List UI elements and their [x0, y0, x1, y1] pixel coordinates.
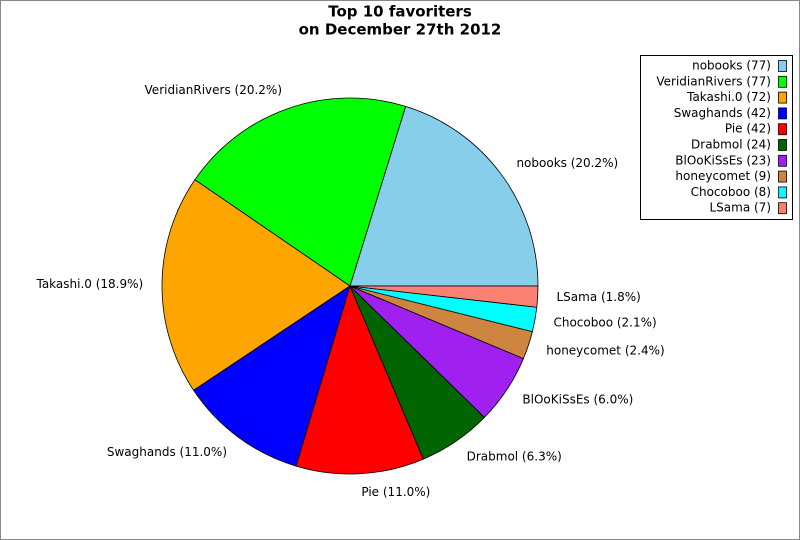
- legend-label: VeridianRivers (77): [656, 74, 771, 88]
- pie-slice: [349, 105, 539, 287]
- pie-slice: [161, 179, 351, 391]
- legend-swatch: [778, 170, 787, 183]
- legend-swatch: [778, 139, 787, 151]
- pie-slice: [194, 97, 407, 287]
- chart-title: on December 27th 2012: [299, 21, 502, 39]
- legend-swatch: [778, 60, 787, 72]
- pie-slice: [295, 284, 424, 475]
- slice-label: Pie (11.0%): [361, 485, 430, 499]
- slice-label: Takashi.0 (18.9%): [35, 277, 143, 291]
- legend-swatch: [778, 91, 787, 104]
- slice-label: Chocoboo (2.1%): [553, 315, 656, 329]
- legend-swatch: [778, 202, 787, 215]
- legend-label: Takashi.0 (72): [686, 90, 771, 104]
- legend-swatch: [778, 154, 787, 167]
- legend-label: honeycomet (9): [675, 169, 771, 183]
- legend-label: BlOoKiSsEs (23): [675, 153, 771, 167]
- slice-label: nobooks (20.2%): [516, 156, 618, 170]
- legend-swatch: [778, 123, 787, 136]
- legend-box: [640, 55, 793, 220]
- legend-label: Swaghands (42): [674, 106, 771, 120]
- legend-swatch: [778, 186, 787, 199]
- legend-swatch: [778, 75, 787, 88]
- pie-slice: [349, 285, 539, 308]
- legend-label: Pie (42): [725, 122, 771, 136]
- slice-label: Drabmol (6.3%): [467, 449, 562, 463]
- pie-slice: [193, 285, 351, 467]
- slice-label: Swaghands (11.0%): [107, 445, 227, 459]
- legend-label: Chocoboo (8): [691, 185, 771, 199]
- slice-label: BlOoKiSsEs (6.0%): [522, 393, 633, 407]
- legend-label: LSama (7): [709, 201, 771, 215]
- slice-label: VeridianRivers (20.2%): [145, 83, 282, 97]
- legend-label: Drabmol (24): [691, 138, 771, 152]
- legend-label: nobooks (77): [692, 59, 771, 73]
- legend-swatch: [778, 107, 787, 120]
- slice-label: LSama (1.8%): [556, 290, 640, 304]
- slice-label: honeycomet (2.4%): [546, 344, 664, 358]
- chart-title: Top 10 favoriters: [328, 3, 472, 21]
